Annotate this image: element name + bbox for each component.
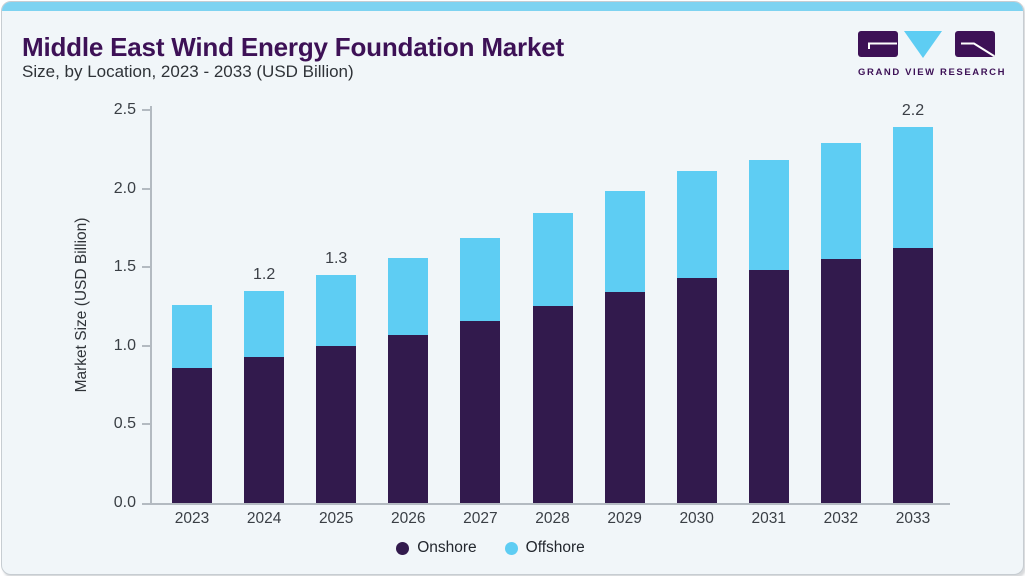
x-tick-label: 2031 — [751, 510, 787, 527]
bar-segment-onshore — [820, 259, 861, 503]
bar-segment-onshore — [460, 321, 501, 503]
y-tick-mark — [142, 109, 150, 111]
bar-segment-onshore — [893, 248, 933, 503]
logo-text: GRAND VIEW RESEARCH — [858, 67, 1007, 78]
x-tick-label: 2026 — [391, 510, 426, 527]
y-tick-label: 0.0 — [113, 494, 136, 511]
bar-segment-offshore — [676, 171, 717, 278]
bar-segment-onshore — [316, 346, 357, 503]
legend-label: Offshore — [525, 539, 585, 556]
page-subtitle: Size, by Location, 2023 - 2033 (USD Bill… — [22, 62, 354, 81]
legend-dot-icon — [396, 541, 410, 555]
bar-segment-offshore — [532, 213, 573, 306]
bar-segment-onshore — [604, 292, 645, 503]
x-tick-label: 2024 — [246, 510, 282, 527]
bar-segment-offshore — [748, 160, 789, 270]
legend-item-onshore: Onshore — [396, 539, 477, 557]
chart-legend: Onshore Offshore — [2, 539, 1001, 557]
y-tick-label: 1.5 — [113, 258, 136, 276]
y-tick-mark — [142, 423, 150, 426]
y-axis-line — [150, 106, 152, 505]
bar-segment-onshore — [748, 270, 789, 503]
y-tick-mark — [142, 187, 150, 190]
legend-label: Onshore — [417, 539, 477, 556]
x-tick-label: 2025 — [318, 510, 354, 527]
gvr-logo-mark — [858, 31, 995, 58]
bar-segment-onshore — [244, 357, 285, 503]
y-tick-label: 2.0 — [113, 179, 136, 197]
page-title: Middle East Wind Energy Foundation Marke… — [22, 32, 564, 62]
bar-segment-offshore — [172, 305, 212, 368]
bar-segment-onshore — [532, 306, 573, 503]
bar-segment-onshore — [676, 278, 717, 503]
grand-view-research-logo: GRAND VIEW RESEARCH — [858, 28, 1007, 78]
x-tick-label: 2033 — [895, 510, 931, 527]
top-accent-strip — [2, 2, 1023, 11]
x-tick-label: 2029 — [607, 510, 642, 527]
bar-segment-onshore — [172, 368, 212, 503]
bar-segment-offshore — [316, 275, 357, 346]
logo-v-triangle — [904, 31, 942, 58]
x-tick-label: 2028 — [535, 510, 570, 527]
y-tick-label: 2.5 — [113, 101, 136, 118]
legend-dot-icon — [504, 541, 518, 555]
bar-value-label: 1.2 — [252, 266, 276, 283]
x-tick-label: 2030 — [679, 510, 714, 527]
y-tick-mark — [142, 266, 150, 269]
y-axis-title: Market Size (USD Billion) — [73, 217, 90, 393]
x-tick-label: 2027 — [463, 510, 498, 527]
bar-segment-offshore — [244, 291, 285, 357]
x-tick-label: 2023 — [174, 510, 210, 527]
legend-item-offshore: Offshore — [504, 539, 585, 557]
y-tick-label: 0.5 — [113, 415, 136, 433]
bar-value-label: 1.3 — [325, 250, 348, 267]
x-axis-line — [142, 503, 950, 505]
bar-segment-offshore — [893, 127, 933, 248]
bar-segment-onshore — [388, 335, 429, 503]
x-tick-label: 2032 — [823, 510, 859, 527]
bar-segment-offshore — [460, 238, 501, 321]
bar-segment-offshore — [388, 258, 429, 335]
bar-segment-offshore — [820, 143, 861, 259]
y-tick-mark — [142, 344, 150, 347]
bar-segment-offshore — [604, 191, 645, 292]
bar-value-label: 2.2 — [901, 102, 925, 119]
y-tick-label: 1.0 — [113, 336, 136, 354]
